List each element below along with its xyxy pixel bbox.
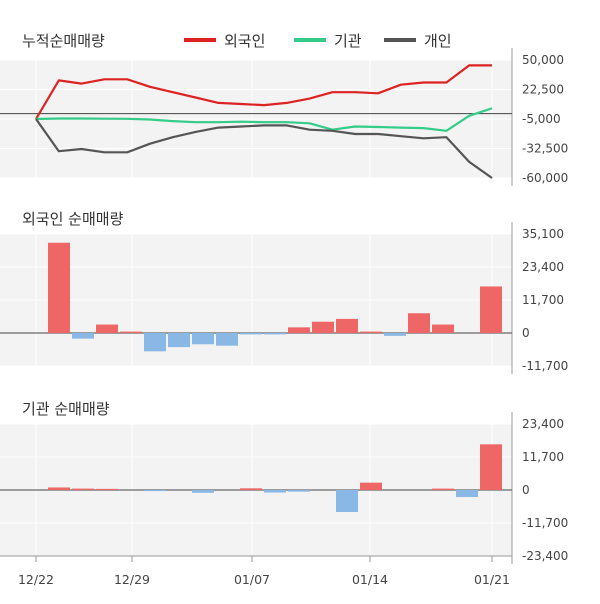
y-tick-label: 23,400 (522, 260, 564, 274)
bar (456, 490, 478, 498)
bar (216, 333, 238, 346)
bar (168, 333, 190, 348)
bar (432, 324, 454, 333)
legend-label-foreign: 외국인 (224, 32, 265, 50)
y-tick-label: 0 (522, 483, 530, 497)
y-tick-label: 0 (522, 326, 530, 340)
bar (360, 331, 382, 333)
bar (120, 331, 142, 333)
panel-0: 50,000 22,500 -5,000 -32,500 -60,000 (0, 48, 568, 186)
series-line-0 (35, 64, 492, 120)
y-tick-label: -60,000 (522, 171, 568, 185)
bar (480, 444, 502, 490)
y-tick-label: -32,500 (522, 142, 568, 156)
bar (264, 490, 286, 493)
y-tick-label: 11,700 (522, 293, 564, 307)
bar (96, 488, 118, 490)
x-tick-label: 12/29 (114, 572, 150, 587)
x-tick-label: 12/22 (18, 572, 54, 587)
y-tick-label: 23,400 (522, 417, 564, 431)
panel-title-institution: 기관 순매매량 (22, 400, 110, 418)
bar (288, 327, 310, 333)
bar (144, 490, 166, 492)
y-tick-label: -11,700 (522, 516, 568, 530)
bar (48, 487, 70, 490)
bar (264, 333, 286, 335)
legend-label-individual: 개인 (424, 32, 452, 50)
bar (336, 318, 358, 333)
bar (96, 324, 118, 333)
y-tick-label: 50,000 (522, 53, 564, 67)
panel-title-foreign: 외국인 순매매량 (22, 210, 124, 228)
panel-title-cumulative: 누적순매매량 (22, 32, 105, 50)
bar (312, 321, 334, 333)
x-tick-label: 01/14 (352, 572, 388, 587)
y-tick-label: 22,500 (522, 83, 564, 97)
y-tick-label: 11,700 (522, 450, 564, 464)
x-tick-label: 01/21 (474, 572, 510, 587)
bar (240, 488, 262, 490)
y-tick-label: -23,400 (522, 549, 568, 563)
series-line-2 (35, 118, 493, 179)
bar (240, 333, 262, 335)
series-line-1 (35, 107, 493, 132)
bar (432, 488, 454, 490)
panel-2: 23,400 11,700 0 -11,700 -23,400 (0, 412, 568, 564)
y-tick-label: -11,700 (522, 359, 568, 373)
bar (336, 490, 358, 512)
bar (72, 488, 94, 490)
bar (288, 490, 310, 492)
legend: 외국인 기관 개인 (184, 32, 452, 50)
bar (48, 242, 70, 333)
bar (192, 490, 214, 493)
bar (144, 333, 166, 352)
bar (192, 333, 214, 345)
y-tick-label: 35,100 (522, 227, 564, 241)
bar (72, 333, 94, 339)
panel-1: 35,100 23,400 11,700 0 -11,700 (0, 222, 568, 374)
bar (480, 286, 502, 333)
bar (408, 313, 430, 333)
bar (384, 333, 406, 336)
legend-label-institution: 기관 (334, 32, 362, 50)
bar (360, 482, 382, 490)
y-tick-label: -5,000 (522, 112, 561, 126)
x-tick-label: 01/07 (234, 572, 270, 587)
